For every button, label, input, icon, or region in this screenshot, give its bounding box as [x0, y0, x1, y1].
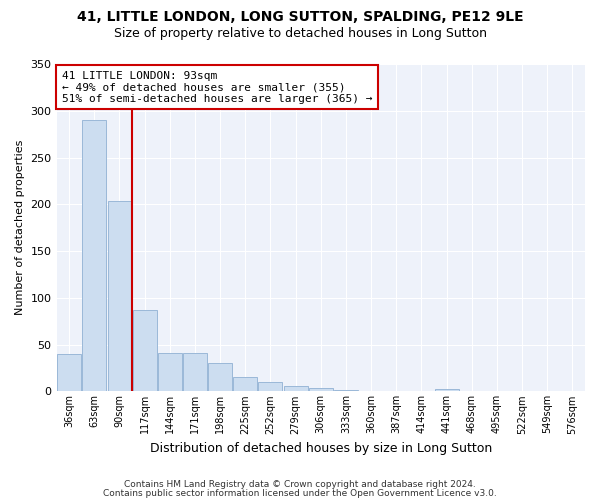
Text: Contains HM Land Registry data © Crown copyright and database right 2024.: Contains HM Land Registry data © Crown c… [124, 480, 476, 489]
Bar [208, 364, 232, 392]
Bar [82, 120, 106, 392]
Bar [133, 310, 157, 392]
Bar [183, 353, 207, 392]
Bar [259, 382, 283, 392]
Bar [158, 353, 182, 392]
Bar [57, 354, 81, 392]
Bar [284, 386, 308, 392]
Text: 41, LITTLE LONDON, LONG SUTTON, SPALDING, PE12 9LE: 41, LITTLE LONDON, LONG SUTTON, SPALDING… [77, 10, 523, 24]
Bar [334, 390, 358, 392]
Bar [107, 200, 131, 392]
Y-axis label: Number of detached properties: Number of detached properties [15, 140, 25, 316]
Bar [309, 388, 333, 392]
Text: 41 LITTLE LONDON: 93sqm
← 49% of detached houses are smaller (355)
51% of semi-d: 41 LITTLE LONDON: 93sqm ← 49% of detache… [62, 70, 373, 104]
Bar [434, 388, 458, 392]
X-axis label: Distribution of detached houses by size in Long Sutton: Distribution of detached houses by size … [149, 442, 492, 455]
Text: Contains public sector information licensed under the Open Government Licence v3: Contains public sector information licen… [103, 488, 497, 498]
Text: Size of property relative to detached houses in Long Sutton: Size of property relative to detached ho… [113, 28, 487, 40]
Bar [233, 378, 257, 392]
